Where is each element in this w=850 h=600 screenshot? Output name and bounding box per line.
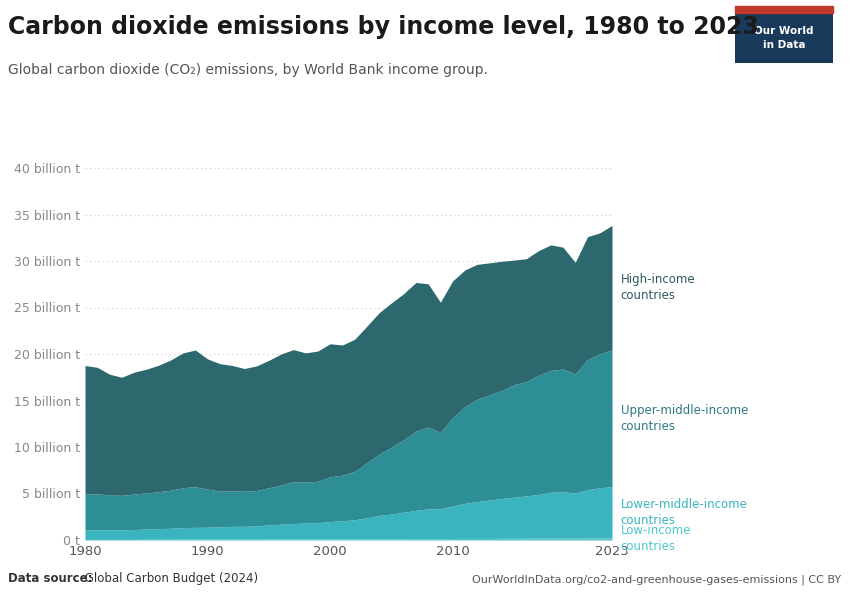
- Bar: [735, 6, 833, 13]
- Text: Upper-middle-income
countries: Upper-middle-income countries: [620, 404, 748, 433]
- Text: Data source:: Data source:: [8, 572, 93, 585]
- Text: Our World
in Data: Our World in Data: [755, 26, 813, 50]
- Text: Carbon dioxide emissions by income level, 1980 to 2023: Carbon dioxide emissions by income level…: [8, 15, 759, 39]
- Text: Global carbon dioxide (CO₂) emissions, by World Bank income group.: Global carbon dioxide (CO₂) emissions, b…: [8, 63, 489, 77]
- Text: OurWorldInData.org/co2-and-greenhouse-gases-emissions | CC BY: OurWorldInData.org/co2-and-greenhouse-ga…: [473, 575, 842, 585]
- Text: Global Carbon Budget (2024): Global Carbon Budget (2024): [81, 572, 258, 585]
- Text: Lower-middle-income
countries: Lower-middle-income countries: [620, 498, 747, 527]
- Text: Low-income
countries: Low-income countries: [620, 524, 691, 553]
- Text: High-income
countries: High-income countries: [620, 273, 695, 302]
